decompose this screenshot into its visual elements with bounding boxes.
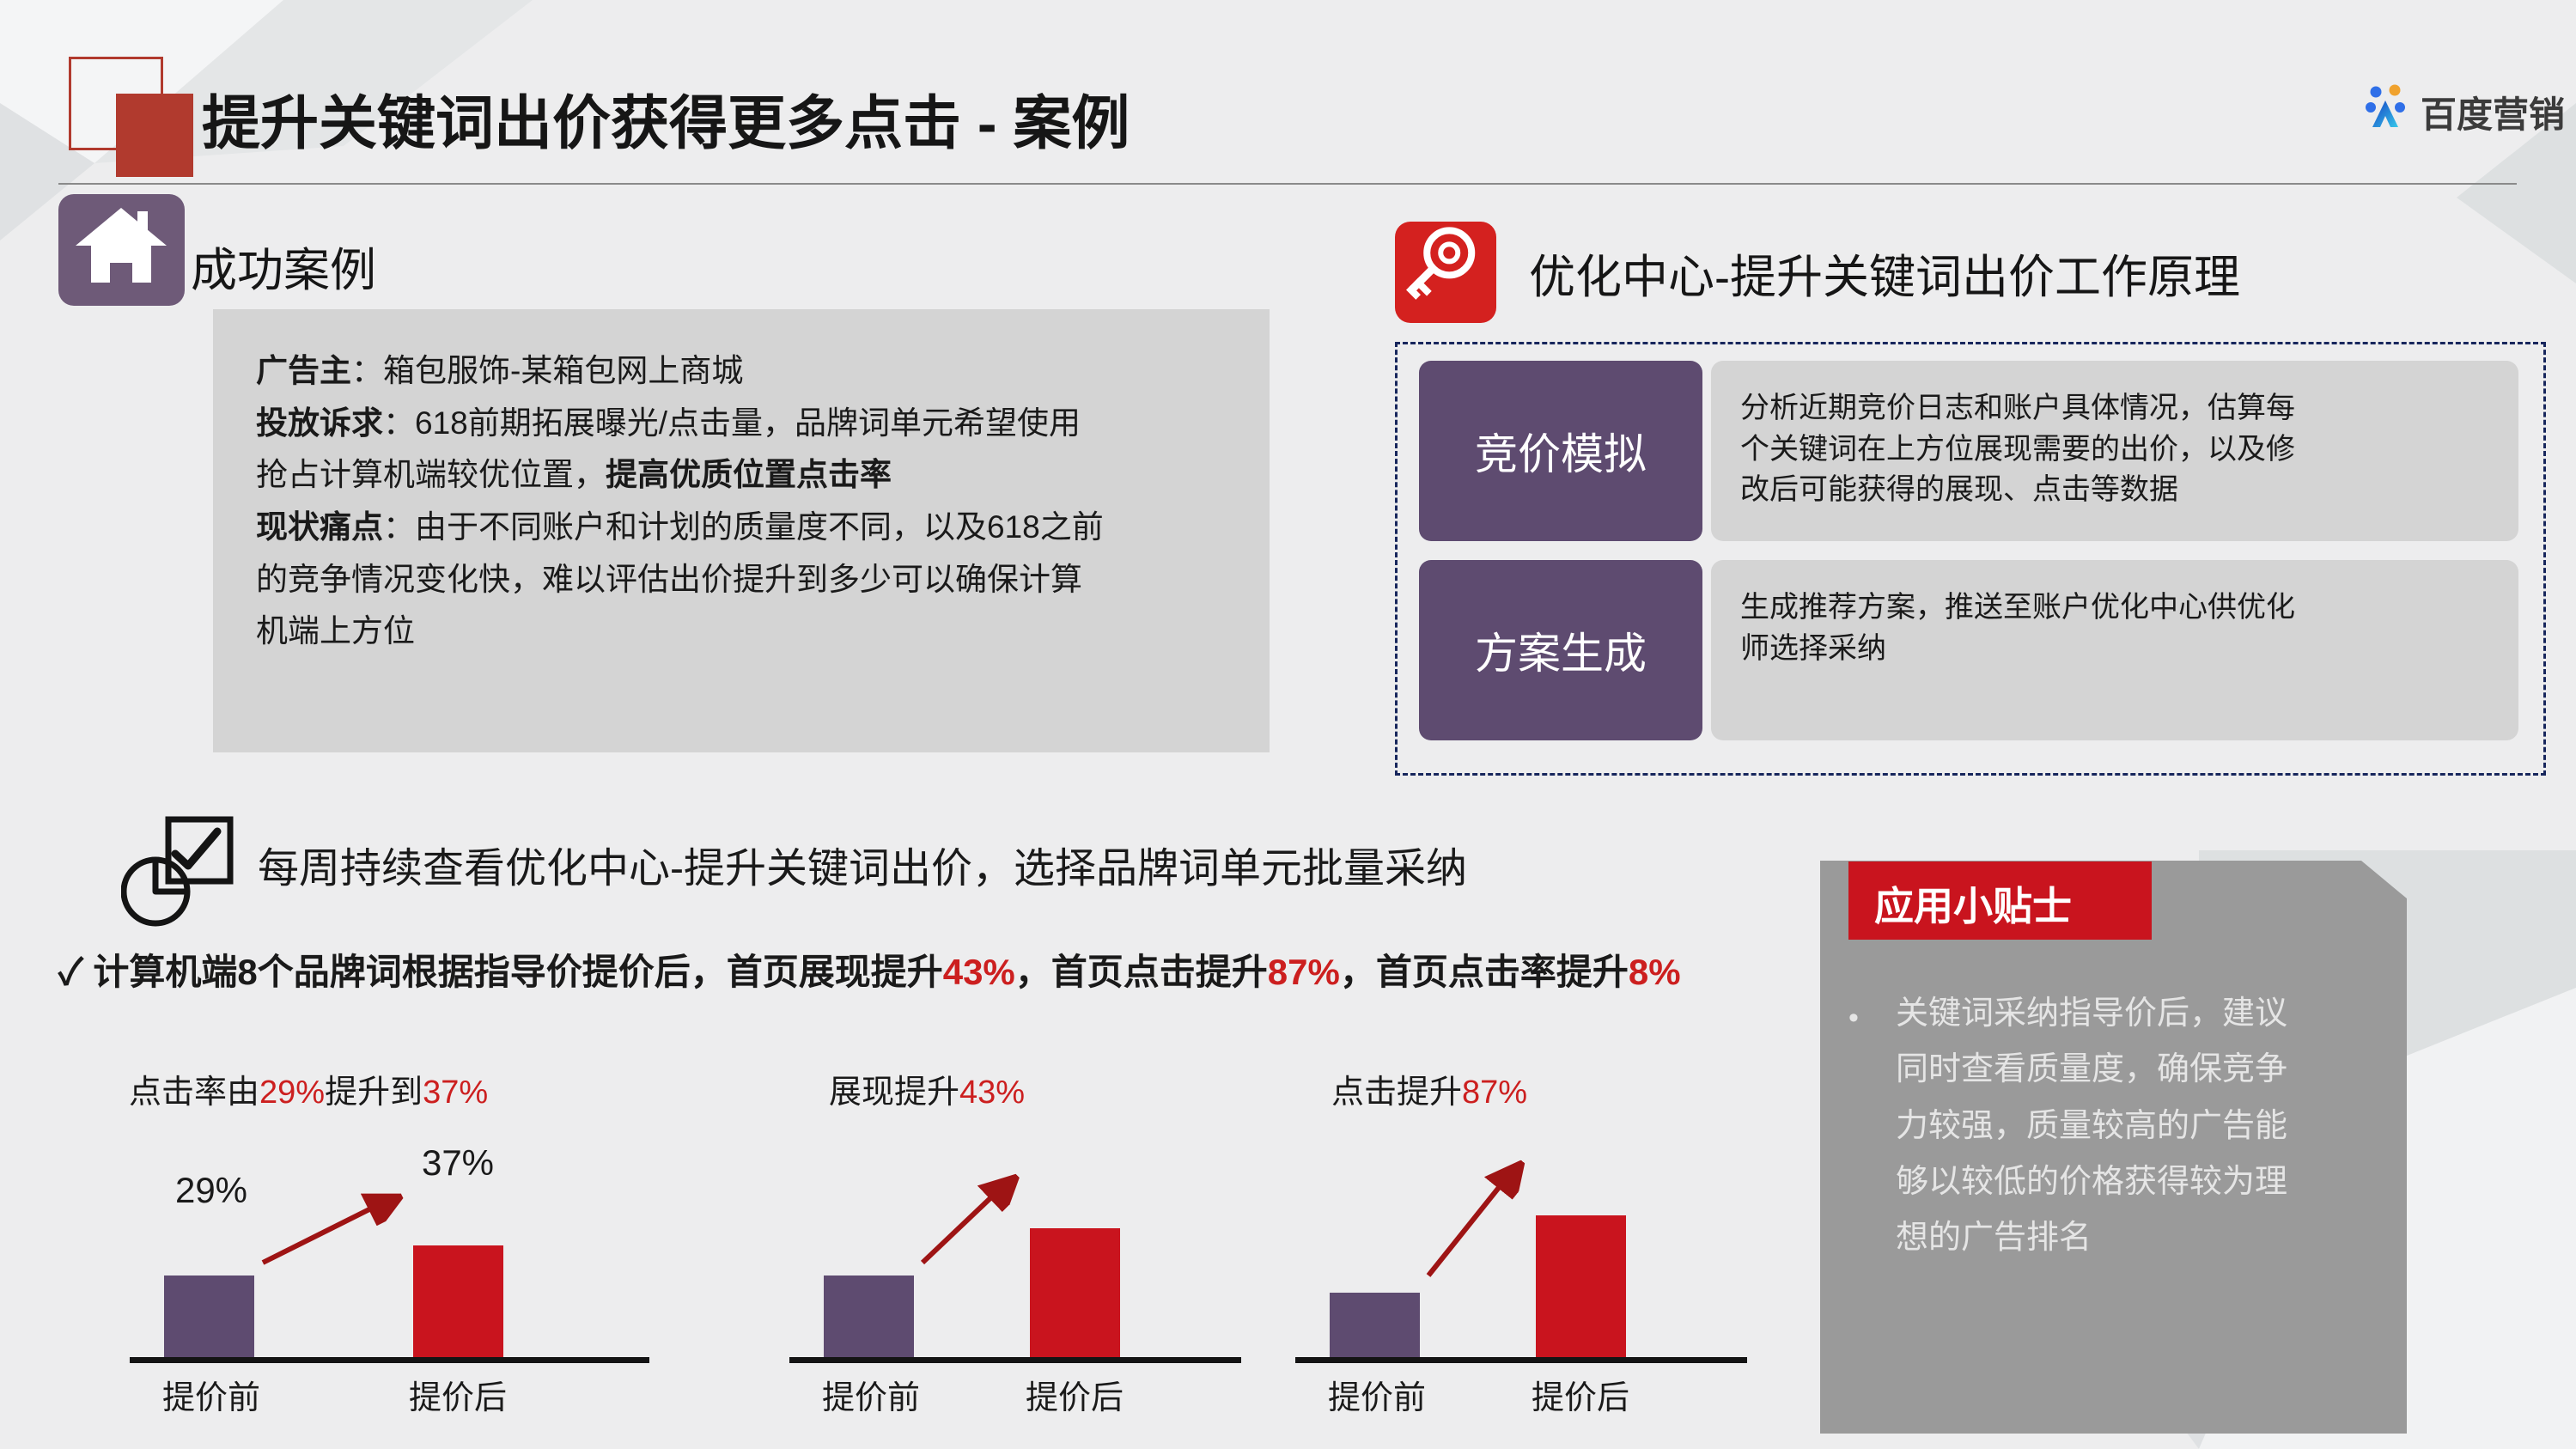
svg-text:提价后: 提价后 [1532,1380,1629,1416]
svg-text:提价后: 提价后 [1026,1380,1124,1416]
svg-text:29%: 29% [175,1170,247,1210]
svg-text:提价前: 提价前 [1328,1380,1426,1416]
svg-text:提价前: 提价前 [162,1380,260,1416]
svg-text:提价前: 提价前 [822,1380,920,1416]
svg-text:提价后: 提价后 [409,1380,507,1416]
svg-text:37%: 37% [422,1142,494,1183]
